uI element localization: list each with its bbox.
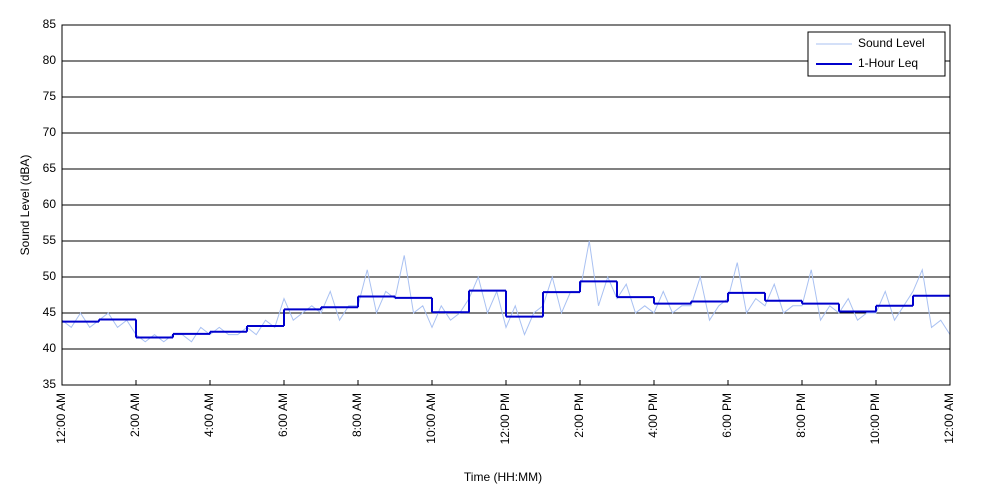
y-tick-label: 70 — [43, 125, 57, 139]
y-tick-label: 45 — [43, 305, 57, 319]
x-tick-label: 2:00 PM — [572, 393, 586, 438]
x-tick-label: 8:00 PM — [794, 393, 808, 438]
x-tick-label: 4:00 PM — [646, 393, 660, 438]
y-tick-label: 40 — [43, 341, 57, 355]
x-tick-label: 12:00 PM — [498, 393, 512, 444]
legend-box — [807, 31, 946, 77]
x-tick-label: 6:00 PM — [720, 393, 734, 438]
y-tick-label: 55 — [43, 233, 57, 247]
x-tick-label: 10:00 AM — [424, 393, 438, 444]
x-tick-label: 6:00 AM — [276, 393, 290, 437]
y-tick-label: 80 — [43, 53, 57, 67]
x-axis-label: Time (HH:MM) — [464, 470, 542, 484]
legend-label: Sound Level — [858, 36, 925, 50]
x-tick-label: 8:00 AM — [350, 393, 364, 437]
x-tick-label: 12:00 AM — [54, 393, 68, 444]
y-tick-label: 50 — [43, 269, 57, 283]
x-tick-label: 12:00 AM — [942, 393, 956, 444]
legend-label: 1-Hour Leq — [858, 56, 918, 70]
y-tick-label: 75 — [43, 89, 57, 103]
y-tick-label: 60 — [43, 197, 57, 211]
x-tick-label: 10:00 PM — [868, 393, 882, 444]
x-tick-label: 2:00 AM — [128, 393, 142, 437]
y-tick-label: 85 — [43, 17, 57, 31]
y-tick-label: 65 — [43, 161, 57, 175]
y-axis-label: Sound Level (dBA) — [18, 155, 32, 256]
x-tick-label: 4:00 AM — [202, 393, 216, 437]
y-tick-label: 35 — [43, 377, 57, 391]
plot-frame — [61, 24, 951, 386]
